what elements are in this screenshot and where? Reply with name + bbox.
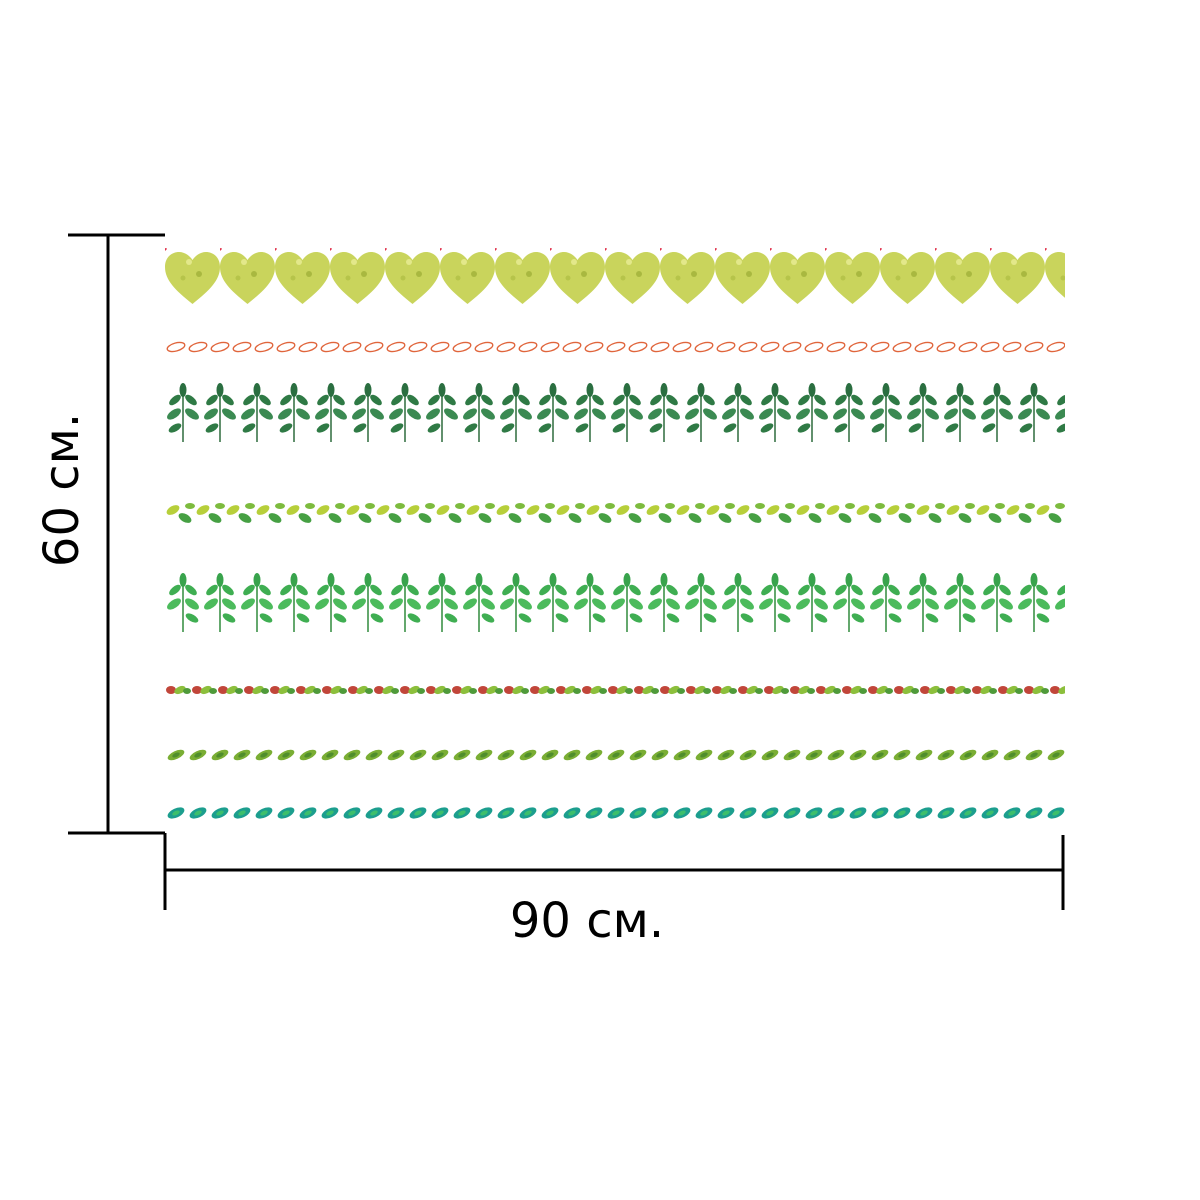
print-area xyxy=(165,244,1065,821)
width-label: 90 см. xyxy=(510,893,664,949)
dimension-lines xyxy=(68,233,1065,910)
heart-border xyxy=(165,244,1065,308)
height-label: 60 см. xyxy=(34,413,90,567)
teal-twist-border xyxy=(165,805,1065,821)
mixed-leaf-border xyxy=(165,682,1065,698)
dark-sprig-border xyxy=(165,382,1065,444)
light-leaf-border xyxy=(165,498,1065,530)
red-leaf-border xyxy=(165,340,1065,354)
green-sprig-border xyxy=(165,572,1065,634)
green-twist-border xyxy=(165,747,1065,763)
